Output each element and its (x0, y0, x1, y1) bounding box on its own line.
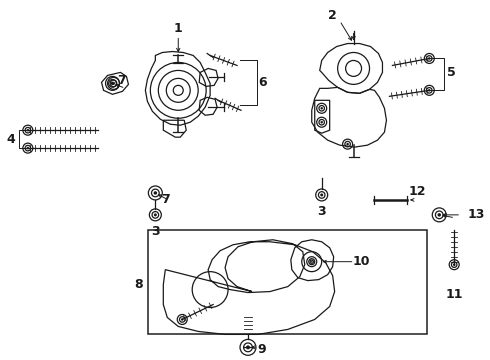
Circle shape (438, 213, 441, 217)
Circle shape (111, 82, 114, 85)
Text: 4: 4 (6, 132, 15, 146)
Text: 7: 7 (117, 74, 125, 87)
Bar (148, 230, 427, 334)
Text: 7: 7 (161, 193, 170, 206)
Circle shape (26, 129, 29, 131)
Text: 11: 11 (445, 288, 463, 301)
Circle shape (26, 147, 29, 149)
Text: 3: 3 (151, 225, 160, 238)
Circle shape (453, 264, 455, 266)
Text: 2: 2 (328, 9, 337, 22)
Text: 12: 12 (409, 185, 426, 198)
Circle shape (320, 193, 323, 197)
Circle shape (154, 213, 157, 216)
Text: 9: 9 (258, 343, 266, 356)
Circle shape (181, 318, 183, 321)
Text: 13: 13 (467, 208, 485, 221)
Circle shape (346, 143, 349, 145)
Text: 3: 3 (318, 205, 326, 219)
Circle shape (320, 121, 323, 123)
Circle shape (153, 191, 157, 195)
Text: 5: 5 (447, 66, 456, 79)
Text: 8: 8 (134, 278, 143, 291)
Circle shape (246, 345, 250, 349)
Circle shape (311, 261, 313, 262)
Text: 6: 6 (259, 76, 267, 89)
Circle shape (112, 82, 115, 85)
Text: 1: 1 (174, 22, 183, 35)
Text: 10: 10 (353, 255, 370, 268)
Circle shape (320, 107, 323, 109)
Circle shape (428, 57, 431, 60)
Circle shape (428, 89, 431, 91)
